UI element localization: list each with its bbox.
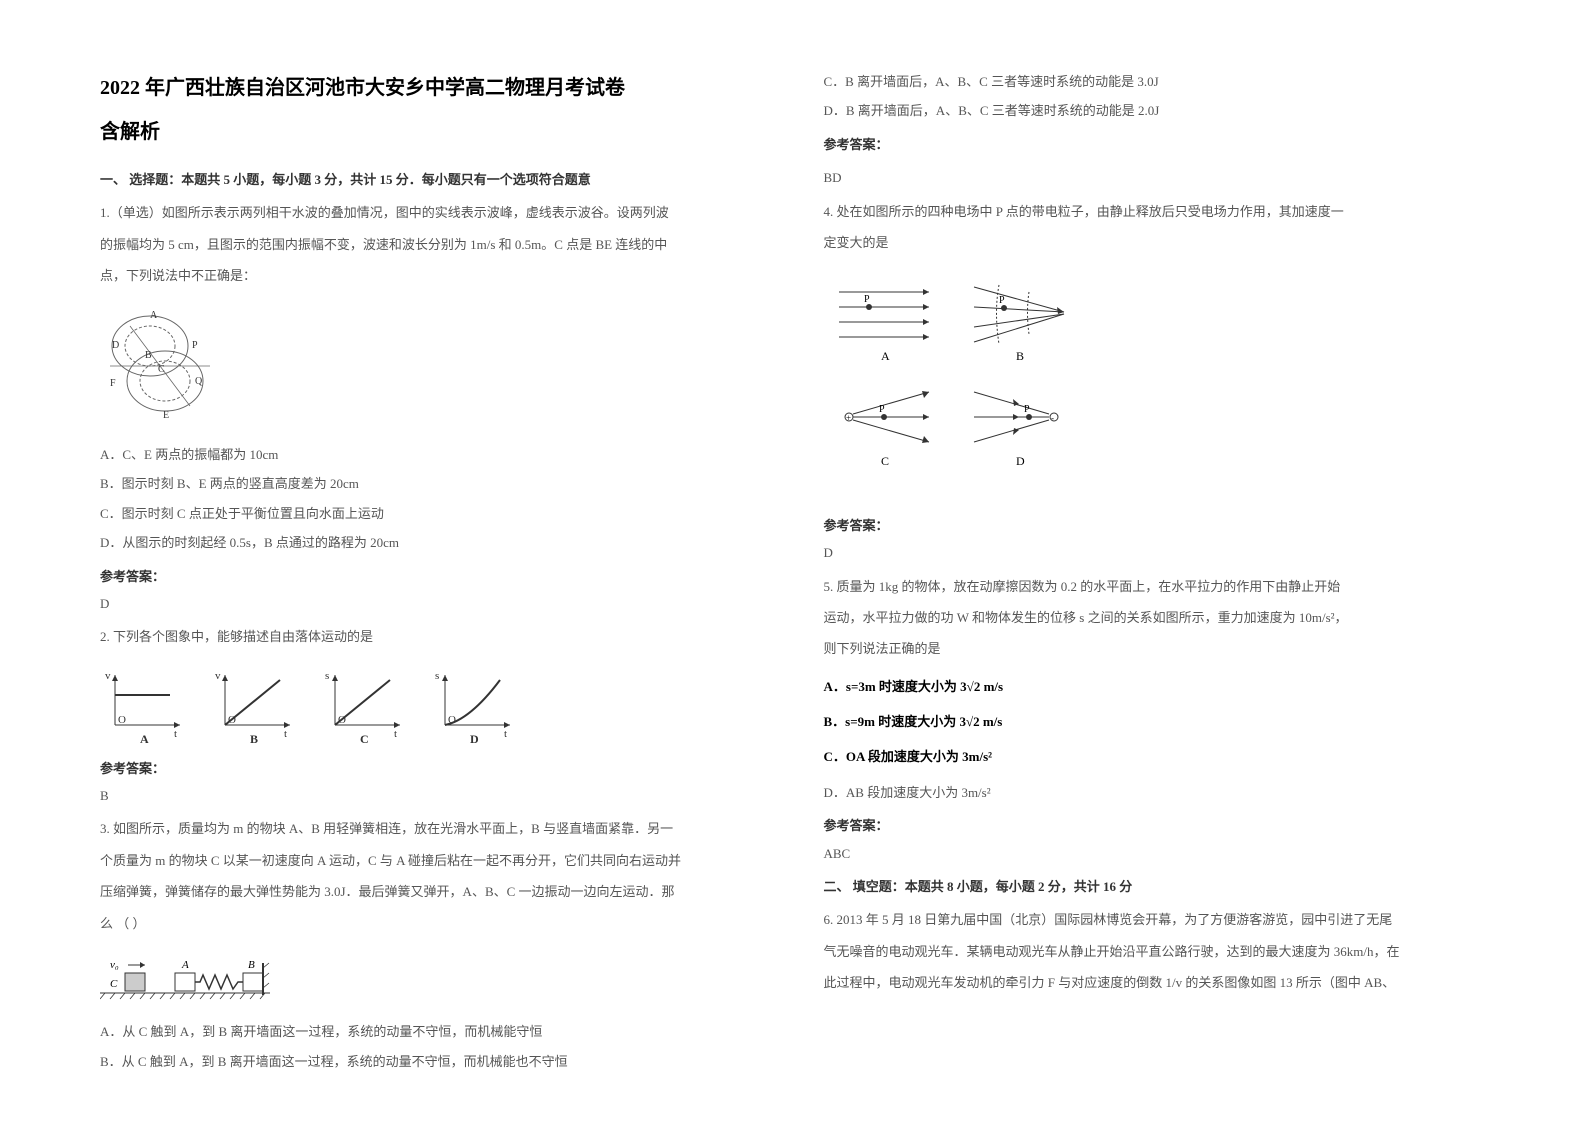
q5-stem-line3: 则下列说法正确的是 [824, 637, 1488, 660]
q3-stem-line1: 3. 如图所示，质量均为 m 的物块 A、B 用轻弹簧相连，放在光滑水平面上，B… [100, 817, 764, 840]
q3-spring-diagram: v₀ C A B [100, 953, 764, 1010]
q3-option-a: A．从 C 触到 A，到 B 离开墙面这一过程，系统的动量不守恒，而机械能守恒 [100, 1020, 764, 1043]
svg-text:t: t [394, 728, 397, 740]
q2-graph-d: s O t D [430, 665, 520, 745]
svg-text:s: s [435, 670, 439, 682]
svg-text:O: O [448, 714, 456, 726]
svg-text:D: D [470, 732, 479, 745]
q6-stem-line3: 此过程中，电动观光车发动机的牵引力 F 与对应速度的倒数 1/v 的关系图像如图… [824, 971, 1488, 994]
svg-text:A: A [140, 732, 149, 745]
left-column: 2022 年广西壮族自治区河池市大安乡中学高二物理月考试卷 含解析 一、 选择题… [100, 70, 764, 1052]
q1-stem-line2: 的振幅均为 5 cm，且图示的范围内振幅不变，波速和波长分别为 1m/s 和 0… [100, 233, 764, 256]
q1-stem-line3: 点，下列说法中不正确是： [100, 264, 764, 287]
svg-text:O: O [228, 714, 236, 726]
q3-option-d: D．B 离开墙面后，A、B、C 三者等速时系统的动能是 2.0J [824, 99, 1488, 122]
page-title-line1: 2022 年广西壮族自治区河池市大安乡中学高二物理月考试卷 [100, 70, 764, 106]
svg-text:Q: Q [195, 376, 203, 387]
q5-option-b: B．s=9m 时速度大小为 3√2 m/s [824, 710, 1488, 733]
svg-text:D: D [112, 340, 119, 351]
svg-text:C: C [110, 978, 118, 990]
q1-option-d: D．从图示的时刻起经 0.5s，B 点通过的路程为 20cm [100, 531, 764, 554]
q2-graph-c: s O t C [320, 665, 410, 745]
svg-text:B: B [250, 732, 258, 745]
q4-answer: D [824, 541, 1488, 564]
svg-text:A: A [181, 959, 189, 971]
svg-text:t: t [504, 728, 507, 740]
q1-wave-diagram: A D P B C F Q E [100, 306, 764, 433]
q1-option-a: A．C、E 两点的振幅都为 10cm [100, 443, 764, 466]
svg-text:O: O [338, 714, 346, 726]
svg-text:t: t [284, 728, 287, 740]
section1-header: 一、 选择题：本题共 5 小题，每小题 3 分，共计 15 分．每小题只有一个选… [100, 168, 764, 191]
svg-text:P: P [192, 340, 198, 351]
svg-text:v: v [215, 670, 221, 682]
q4-stem-line2: 定变大的是 [824, 231, 1488, 254]
svg-text:C: C [158, 364, 165, 375]
q5-stem-line2: 运动，水平拉力做的功 W 和物体发生的位移 s 之间的关系如图所示，重力加速度为… [824, 606, 1488, 629]
svg-text:+: + [846, 413, 851, 423]
svg-text:P: P [1024, 404, 1030, 415]
svg-text:P: P [879, 404, 885, 415]
svg-text:B: B [1016, 349, 1024, 363]
svg-text:A: A [881, 349, 890, 363]
q3-stem-line3: 压缩弹簧，弹簧储存的最大弹性势能为 3.0J．最后弹簧又弹开，A、B、C 一边振… [100, 880, 764, 903]
svg-text:C: C [881, 454, 889, 468]
svg-text:C: C [360, 732, 369, 745]
q5-answer-label: 参考答案： [824, 814, 1488, 837]
svg-text:s: s [325, 670, 329, 682]
q1-option-c: C．图示时刻 C 点正处于平衡位置且向水面上运动 [100, 502, 764, 525]
q2-graph-b: v O t B [210, 665, 300, 745]
right-column: C．B 离开墙面后，A、B、C 三者等速时系统的动能是 3.0J D．B 离开墙… [824, 70, 1488, 1052]
q6-stem-line2: 气无噪音的电动观光车．某辆电动观光车从静止开始沿平直公路行驶，达到的最大速度为 … [824, 940, 1488, 963]
q3-answer: BD [824, 166, 1488, 189]
q3-stem-line4: 么 （ ） [100, 912, 764, 935]
q2-answer-label: 参考答案： [100, 757, 764, 780]
svg-text:D: D [1016, 454, 1025, 468]
svg-text:P: P [999, 295, 1005, 306]
svg-text:P: P [864, 294, 870, 305]
q1-option-b: B．图示时刻 B、E 两点的竖直高度差为 20cm [100, 472, 764, 495]
q2-stem: 2. 下列各个图象中，能够描述自由落体运动的是 [100, 625, 764, 648]
svg-text:t: t [174, 728, 177, 740]
q3-answer-label: 参考答案： [824, 133, 1488, 156]
svg-text:v: v [105, 670, 111, 682]
svg-text:B: B [145, 350, 152, 361]
q5-option-a: A．s=3m 时速度大小为 3√2 m/s [824, 675, 1488, 698]
section2-header: 二、 填空题：本题共 8 小题，每小题 2 分，共计 16 分 [824, 875, 1488, 898]
q2-graphs: v O t A v O t B s O t C [100, 665, 764, 745]
q3-option-c: C．B 离开墙面后，A、B、C 三者等速时系统的动能是 3.0J [824, 70, 1488, 93]
q4-answer-label: 参考答案： [824, 514, 1488, 537]
q3-stem-line2: 个质量为 m 的物块 C 以某一初速度向 A 运动，C 与 A 碰撞后粘在一起不… [100, 849, 764, 872]
q1-answer: D [100, 592, 764, 615]
q2-answer: B [100, 784, 764, 807]
svg-text:E: E [163, 410, 169, 421]
svg-text:F: F [110, 378, 116, 389]
q5-option-d: D．AB 段加速度大小为 3m/s² [824, 781, 1488, 804]
q1-answer-label: 参考答案： [100, 565, 764, 588]
svg-text:A: A [150, 310, 158, 321]
q5-stem-line1: 5. 质量为 1kg 的物体，放在动摩擦因数为 0.2 的水平面上，在水平拉力的… [824, 575, 1488, 598]
q5-option-c: C．OA 段加速度大小为 3m/s² [824, 745, 1488, 768]
svg-text:B: B [248, 959, 255, 971]
q4-field-diagrams: P A P B + P [824, 272, 1488, 499]
svg-text:-: - [1051, 413, 1054, 423]
q4-stem-line1: 4. 处在如图所示的四种电场中 P 点的带电粒子，由静止释放后只受电场力作用，其… [824, 200, 1488, 223]
q5-answer: ABC [824, 842, 1488, 865]
page-title-line2: 含解析 [100, 114, 764, 150]
q3-option-b: B．从 C 触到 A，到 B 离开墙面这一过程，系统的动量不守恒，而机械能也不守… [100, 1050, 764, 1073]
q1-stem-line1: 1.（单选）如图所示表示两列相干水波的叠加情况，图中的实线表示波峰，虚线表示波谷… [100, 201, 764, 224]
q2-graph-a: v O t A [100, 665, 190, 745]
svg-text:O: O [118, 714, 126, 726]
svg-text:v₀: v₀ [110, 959, 119, 971]
q6-stem-line1: 6. 2013 年 5 月 18 日第九届中国（北京）国际园林博览会开幕，为了方… [824, 908, 1488, 931]
